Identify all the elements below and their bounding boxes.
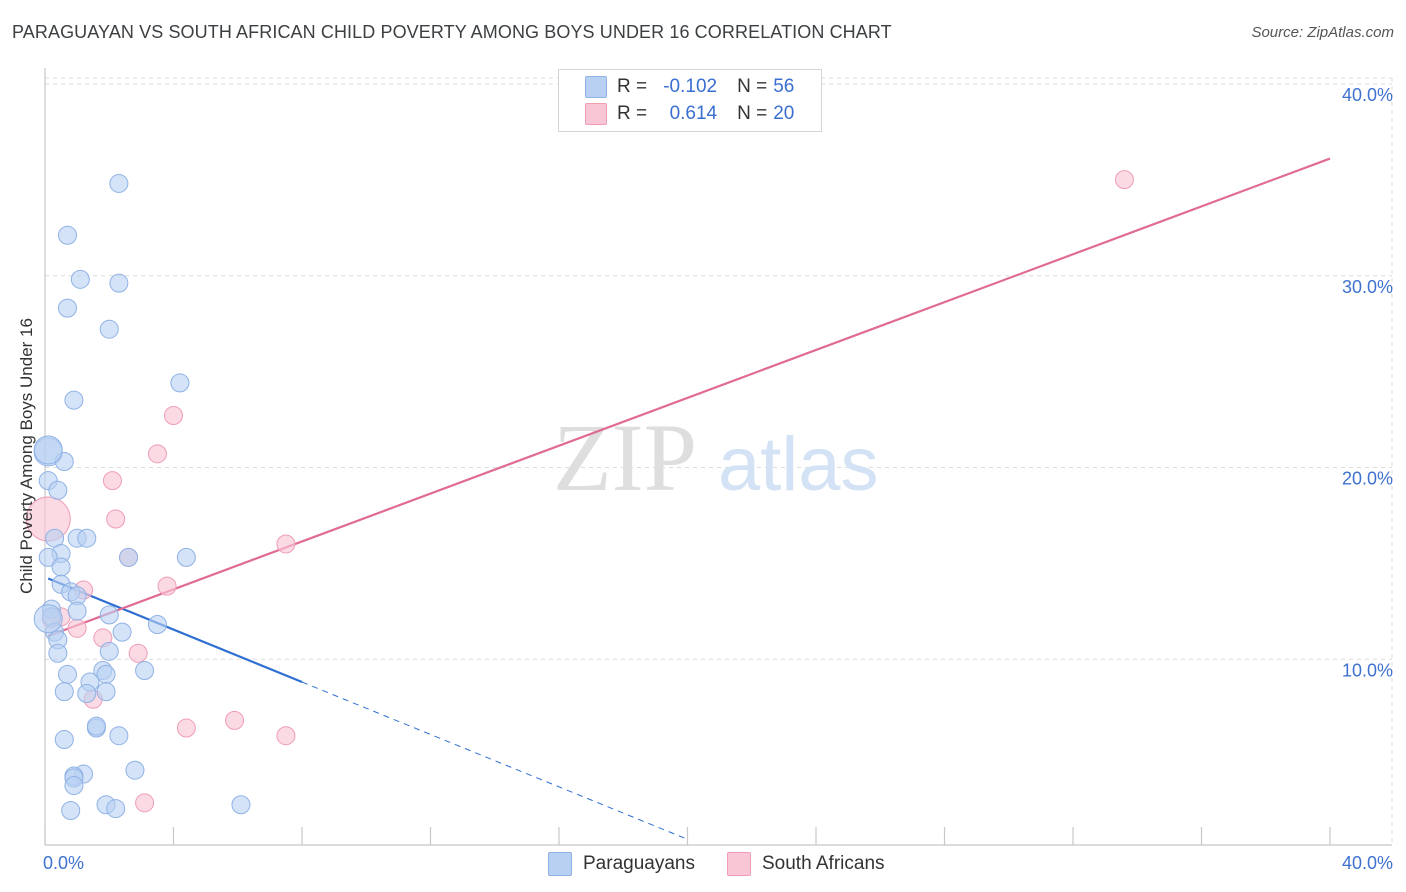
- watermark: ZIP atlas: [553, 404, 879, 511]
- paraguayans-point: [99, 641, 119, 661]
- paraguayans-point: [33, 604, 63, 634]
- paraguayans-point: [119, 547, 139, 567]
- paraguayans-point: [106, 799, 126, 819]
- paraguayans-point: [99, 319, 119, 339]
- paraguayans-point: [109, 173, 129, 193]
- tick-labels: 10.0% 20.0% 30.0% 40.0% 0.0% 40.0%: [43, 85, 1393, 873]
- south-africans-swatch: [585, 103, 607, 125]
- south-africans-point: [225, 710, 245, 730]
- paraguayans-point: [70, 269, 90, 289]
- legend-row-paraguayans: R = -0.102 N = 56: [559, 74, 794, 100]
- x-tick-label: 0.0%: [43, 853, 84, 873]
- paraguayans-point: [48, 480, 68, 500]
- south-africans-point: [135, 793, 155, 813]
- paraguayans-trend-extension: [301, 681, 688, 840]
- south-africans-point: [157, 576, 177, 596]
- paraguayans-point: [54, 682, 74, 702]
- watermark-atlas: atlas: [718, 422, 879, 507]
- paraguayans-point: [61, 800, 81, 820]
- paraguayans-point: [109, 726, 129, 746]
- paraguayans-point: [64, 390, 84, 410]
- paraguayans-point: [38, 547, 58, 567]
- y-tick-label: 20.0%: [1342, 469, 1393, 489]
- y-tick-label: 40.0%: [1342, 85, 1393, 105]
- paraguayans-point: [57, 225, 77, 245]
- x-tick-label: 40.0%: [1342, 853, 1393, 873]
- south-africans-point: [176, 718, 196, 738]
- south-africans-legend-label: South Africans: [762, 853, 885, 874]
- legend-n-label: N =: [737, 76, 768, 97]
- paraguayans-point: [135, 661, 155, 681]
- y-tick-label: 10.0%: [1342, 660, 1393, 680]
- paraguayans-point: [99, 605, 119, 625]
- legend-r-label: R =: [617, 103, 648, 124]
- south-africans-point: [102, 471, 122, 491]
- paraguayans-point: [54, 730, 74, 750]
- source-credit: Source: ZipAtlas.com: [1251, 24, 1394, 41]
- south-africans-point: [106, 509, 126, 529]
- chart-title: PARAGUAYAN VS SOUTH AFRICAN CHILD POVERT…: [12, 22, 892, 42]
- paraguayans-point: [48, 643, 68, 663]
- paraguayans-point: [109, 273, 129, 293]
- paraguayans-point: [125, 760, 145, 780]
- paraguayans-point: [96, 682, 116, 702]
- paraguayans-point: [86, 716, 106, 736]
- paraguayans-point: [57, 664, 77, 684]
- paraguayans-point: [147, 614, 167, 634]
- paraguayans-point: [64, 776, 84, 796]
- south-africans-n-value: 20: [773, 103, 795, 124]
- paraguayans-point: [67, 601, 87, 621]
- paraguayans-n-value: 56: [773, 76, 795, 97]
- paraguayans-point: [51, 557, 71, 577]
- paraguayans-point: [96, 664, 116, 684]
- south-africans-point: [67, 618, 87, 638]
- paraguayans-legend-swatch: [548, 852, 572, 876]
- legend-r-label: R =: [617, 76, 648, 97]
- south-africans-r-value: 0.614: [669, 103, 718, 124]
- south-africans-point: [276, 534, 296, 554]
- correlation-legend: R = -0.102 N = 56 R = 0.614 N = 20: [558, 69, 822, 132]
- south-africans-point: [276, 726, 296, 746]
- bottom-legend-south-africans: South Africans: [727, 851, 885, 877]
- paraguayans-legend-label: Paraguayans: [583, 853, 695, 874]
- paraguayans-swatch: [585, 76, 607, 98]
- paraguayans-r-value: -0.102: [663, 76, 718, 97]
- south-africans-point: [147, 444, 167, 464]
- paraguayans-point: [231, 795, 251, 815]
- paraguayans-point: [77, 528, 97, 548]
- bottom-legend-paraguayans: Paraguayans: [548, 851, 695, 877]
- legend-row-south-africans: R = 0.614 N = 20: [559, 101, 794, 127]
- paraguayans-points: [33, 173, 251, 820]
- y-tick-label: 30.0%: [1342, 277, 1393, 297]
- south-africans-trend-line: [47, 157, 1331, 638]
- south-africans-point: [1114, 170, 1134, 190]
- paraguayans-point: [170, 373, 190, 393]
- paraguayans-point: [176, 547, 196, 567]
- south-africans-point: [128, 643, 148, 663]
- legend-n-label: N =: [737, 103, 768, 124]
- south-africans-point: [164, 405, 183, 425]
- paraguayans-point: [112, 622, 132, 642]
- paraguayans-point: [33, 435, 63, 465]
- y-axis-label: Child Poverty Among Boys Under 16: [17, 318, 36, 594]
- paraguayans-point: [57, 298, 77, 318]
- paraguayans-point: [77, 684, 97, 704]
- south-africans-legend-swatch: [727, 852, 751, 876]
